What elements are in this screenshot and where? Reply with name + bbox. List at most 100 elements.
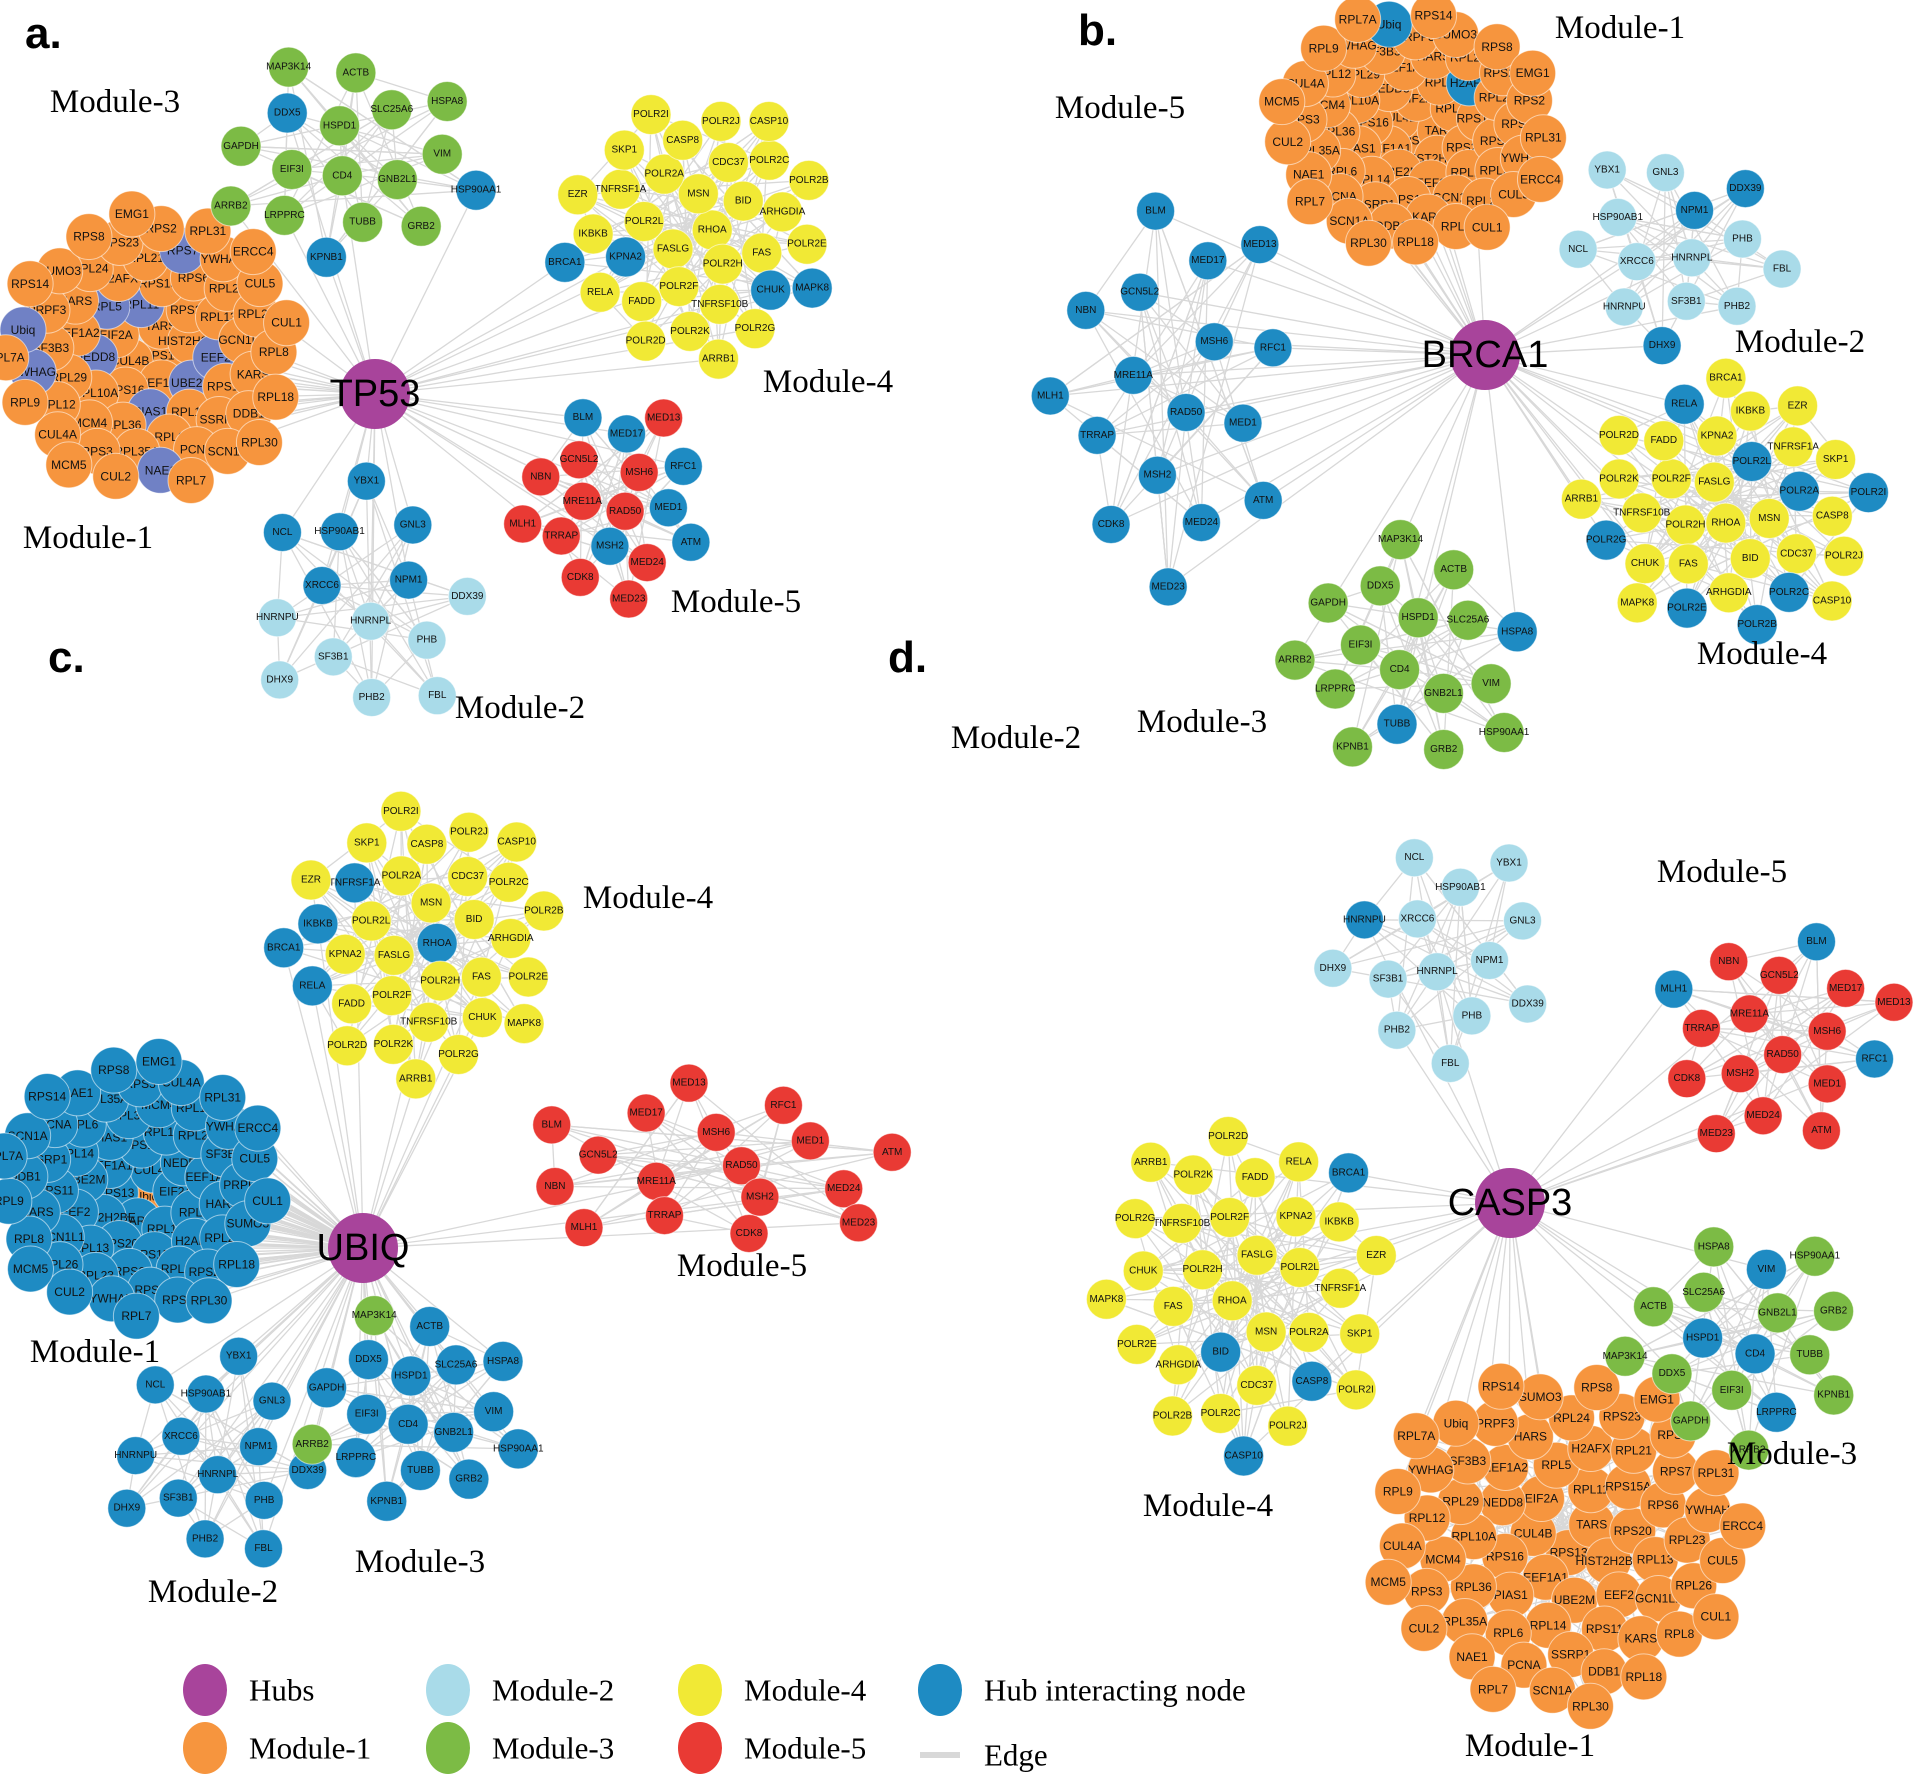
node-label-POLR2B: POLR2B <box>524 906 564 917</box>
legend-swatch-hubs <box>183 1664 227 1716</box>
edge <box>374 261 566 395</box>
node-label-RFC1: RFC1 <box>770 1100 797 1111</box>
node-label-NPM1: NPM1 <box>1476 955 1504 966</box>
edge <box>177 1247 364 1499</box>
node-DDX39 <box>447 576 487 616</box>
node-label-SLC25A6: SLC25A6 <box>1682 1287 1725 1298</box>
node-label-POLR2I: POLR2I <box>383 806 419 817</box>
edge <box>1664 172 1687 302</box>
node-label-GCN1L1: GCN1L1 <box>1635 1592 1682 1606</box>
node-label-RAD50: RAD50 <box>1767 1049 1800 1060</box>
legend-swatch-module-1 <box>183 1722 227 1774</box>
node-HNRNPU <box>1344 900 1384 940</box>
node-NPM1 <box>1675 190 1715 230</box>
edge <box>1173 1305 1310 1334</box>
node-CASP8 <box>406 823 448 865</box>
node-label-CUL2: CUL2 <box>100 469 131 483</box>
panel-a-module-3: CD4 HSPD1 GNB2L1 EIF3I SLC25A6 TUBB DDX5 VIM LRP… <box>210 46 502 278</box>
node-BID <box>1200 1331 1242 1373</box>
node-label-ARRB2: ARRB2 <box>214 200 248 211</box>
node-label-RPS7: RPS7 <box>1660 1464 1692 1478</box>
node-label-RPL13: RPL13 <box>200 310 237 324</box>
node-label-RPL31: RPL31 <box>1698 1466 1735 1480</box>
module-label-a-module-1: Module-1 <box>23 520 153 556</box>
node-label-RPS15A: RPS15A <box>1605 1479 1651 1493</box>
edge <box>1417 617 1505 733</box>
node-MSN <box>410 882 452 924</box>
node-RFC1 <box>663 446 703 486</box>
node-label-CASP8: CASP8 <box>411 839 444 850</box>
node-SF3B1 <box>158 1478 198 1518</box>
node-label-SKP1: SKP1 <box>1823 454 1849 465</box>
legend-label-module-4: Module-4 <box>744 1673 867 1708</box>
node-MCM5 <box>1364 1558 1412 1606</box>
node-label-PHB2: PHB2 <box>192 1533 219 1544</box>
node-label-FASLG: FASLG <box>657 244 689 255</box>
node-HSPD1 <box>390 1355 432 1397</box>
node-label-TNFRSF10B: TNFRSF10B <box>1153 1218 1211 1229</box>
node-YBX1 <box>1489 843 1529 883</box>
node-KPNA2 <box>605 236 647 278</box>
node-MSH2 <box>740 1177 780 1217</box>
edge <box>551 1124 844 1190</box>
node-NPM1 <box>1470 941 1510 981</box>
edge <box>1379 585 1492 685</box>
node-POLR2A <box>1288 1311 1330 1353</box>
node-POLR2G <box>734 308 776 350</box>
module-label-a-module-5: Module-5 <box>671 584 801 620</box>
node-POLR2I <box>630 94 672 136</box>
node-POLR2L <box>1279 1247 1321 1289</box>
node-label-FAS: FAS <box>1679 558 1698 569</box>
node-HSP90AA1 <box>1483 712 1525 754</box>
node-CD4 <box>321 155 363 197</box>
node-label-CUL5: CUL5 <box>245 277 276 291</box>
node-FBL <box>243 1529 283 1569</box>
node-label-ARRB1: ARRB1 <box>702 354 736 365</box>
node-label-RELA: RELA <box>1286 1156 1312 1167</box>
node-CHUK <box>1624 543 1666 585</box>
edge <box>362 1054 460 1249</box>
node-POLR2E <box>507 956 549 998</box>
module-label-d-module-3: Module-3 <box>1727 1436 1857 1472</box>
edge <box>1096 354 1486 436</box>
node-label-SF3B1: SF3B1 <box>1671 296 1702 307</box>
node-MED23 <box>1696 1114 1736 1154</box>
node-label-NPM1: NPM1 <box>1681 205 1709 216</box>
node-label-POLR2A: POLR2A <box>1780 486 1820 497</box>
edge <box>362 1165 742 1249</box>
legend-swatch-module-3 <box>426 1722 470 1774</box>
node-FBL <box>417 676 457 716</box>
node-label-TRRAP: TRRAP <box>544 531 578 542</box>
node-ACTB <box>409 1306 451 1348</box>
node-label-MSH2: MSH2 <box>1726 1068 1754 1079</box>
node-POLR2D <box>326 1025 368 1067</box>
node-label-POLR2E: POLR2E <box>1117 1339 1157 1350</box>
node-label-MAPK8: MAPK8 <box>1089 1294 1123 1305</box>
node-label-GNB2L1: GNB2L1 <box>1758 1307 1797 1318</box>
node-label-FBL: FBL <box>1441 1058 1460 1069</box>
node-BID <box>1729 538 1771 580</box>
node-CASP8 <box>1291 1360 1333 1402</box>
node-GNL3 <box>1503 901 1543 941</box>
node-label-RPL26: RPL26 <box>1675 1579 1712 1593</box>
node-BID <box>453 899 495 941</box>
node-label-MED23: MED23 <box>612 594 646 605</box>
node-TNFRSF1A <box>334 862 376 904</box>
edge <box>1690 1269 1767 1422</box>
node-label-SF3B1: SF3B1 <box>318 651 349 662</box>
edge <box>1484 257 1693 356</box>
node-label-GAPDH: GAPDH <box>309 1382 345 1393</box>
node-label-MSH2: MSH2 <box>1144 470 1172 481</box>
node-POLR2C <box>1200 1392 1242 1434</box>
node-POLR2L <box>623 201 665 243</box>
node-label-FBL: FBL <box>1773 264 1792 275</box>
node-label-GNL3: GNL3 <box>1509 915 1536 926</box>
legend-label-hubs: Hubs <box>249 1673 314 1708</box>
node-label-POLR2D: POLR2D <box>327 1040 367 1051</box>
node-label-POLR2H: POLR2H <box>420 975 460 986</box>
edge <box>1413 857 1529 1005</box>
panel-d-module-2: HNRNPL XRCC6 NPM1 SF3B1 HSP90AB1 PHB HNRNPU GNL… <box>1313 838 1548 1083</box>
edge <box>1171 1172 1350 1417</box>
node-label-MSH6: MSH6 <box>702 1127 730 1138</box>
node-MAP3K14 <box>1604 1335 1646 1377</box>
